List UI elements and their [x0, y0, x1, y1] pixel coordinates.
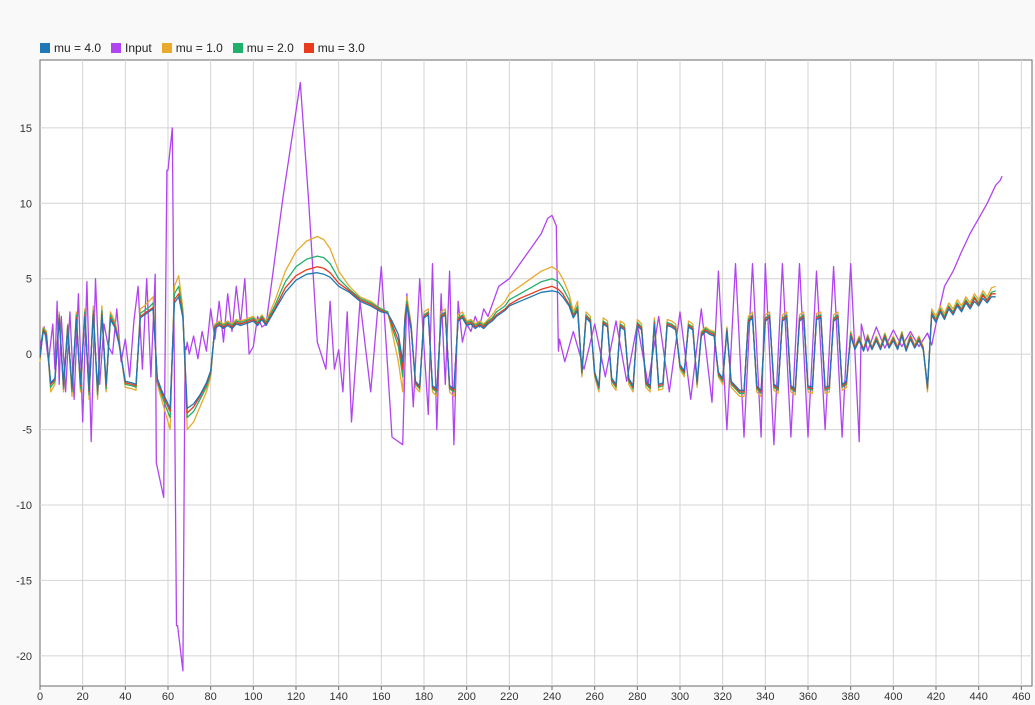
x-tick-label: 180	[415, 691, 433, 703]
x-tick-label: 420	[927, 691, 945, 703]
y-axis-ticks: -20 -15 -10 -5 0 5 10 15	[16, 123, 32, 663]
data-series	[39, 81, 1003, 672]
y-tick-label: 5	[26, 274, 32, 286]
series-line-mu-4-0	[39, 272, 996, 410]
legend-item[interactable]: mu = 4.0	[40, 41, 101, 55]
y-tick-label: -20	[16, 651, 32, 663]
x-tick-label: 60	[162, 691, 174, 703]
x-tick-label: 240	[543, 691, 561, 703]
legend-label: mu = 3.0	[317, 41, 365, 55]
x-tick-label: 140	[329, 691, 347, 703]
x-tick-label: 100	[244, 691, 262, 703]
x-tick-label: 380	[841, 691, 859, 703]
legend-swatch	[111, 43, 122, 53]
legend-swatch	[232, 43, 243, 53]
x-axis-ticks: 0 20 40 60 80 100 120 140 160 180 200 220 240 260 280 3…	[37, 686, 1031, 703]
legend-label: mu = 1.0	[175, 41, 223, 55]
x-tick-label: 440	[969, 691, 987, 703]
legend-label: mu = 2.0	[246, 41, 294, 55]
y-tick-label: 10	[20, 198, 32, 210]
x-tick-label: 160	[372, 691, 390, 703]
chart-legend: mu = 4.0 Input mu = 1.0 mu = 2.0 mu = 3.0	[40, 40, 365, 56]
legend-item[interactable]: mu = 2.0	[232, 41, 294, 55]
y-tick-label: -10	[16, 500, 32, 512]
y-tick-label: -15	[16, 575, 32, 587]
legend-swatch	[303, 43, 314, 53]
x-tick-label: 320	[713, 691, 731, 703]
x-tick-label: 120	[287, 691, 305, 703]
x-tick-label: 460	[1012, 691, 1030, 703]
legend-item[interactable]: Input	[111, 41, 152, 55]
x-tick-label: 360	[799, 691, 817, 703]
x-tick-label: 340	[756, 691, 774, 703]
x-tick-label: 220	[500, 691, 518, 703]
legend-item[interactable]: mu = 1.0	[161, 41, 223, 55]
y-tick-label: -5	[22, 425, 32, 437]
legend-label: mu = 4.0	[54, 41, 102, 55]
x-tick-label: 20	[77, 691, 89, 703]
x-tick-label: 260	[585, 691, 603, 703]
plot-area	[39, 59, 1033, 687]
series-line-input	[39, 81, 1003, 672]
x-tick-label: 200	[457, 691, 475, 703]
x-tick-label: 80	[205, 691, 217, 703]
legend-swatch	[161, 43, 172, 53]
x-tick-label: 0	[37, 691, 43, 703]
x-tick-label: 40	[119, 691, 131, 703]
y-tick-label: 15	[20, 123, 32, 135]
x-tick-label: 400	[884, 691, 902, 703]
y-tick-label: 0	[26, 349, 32, 361]
x-tick-label: 280	[628, 691, 646, 703]
legend-item[interactable]: mu = 3.0	[303, 41, 365, 55]
x-tick-label: 300	[671, 691, 689, 703]
legend-label: Input	[125, 41, 152, 55]
legend-swatch	[40, 43, 50, 53]
